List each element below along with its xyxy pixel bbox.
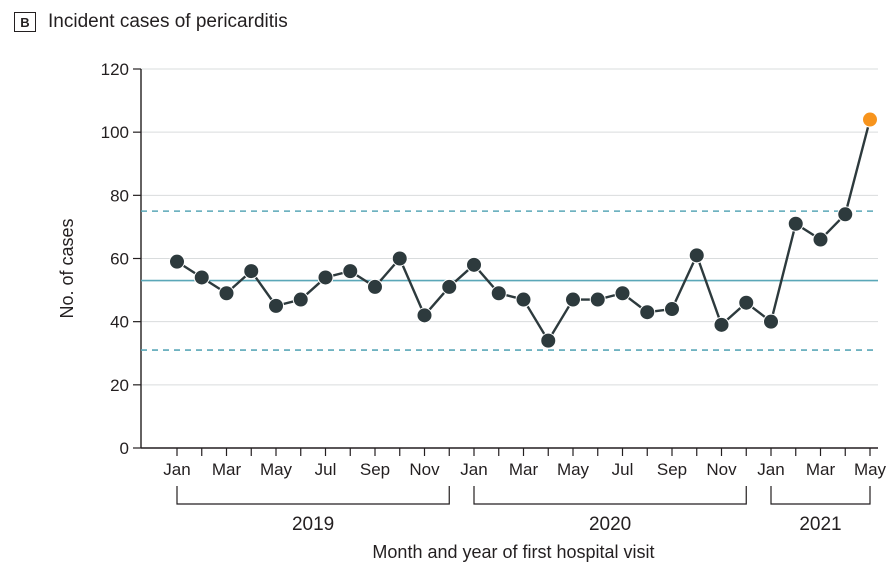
x-tick-label: Mar (212, 460, 242, 479)
x-axis-title: Month and year of first hospital visit (372, 542, 654, 562)
x-tick-label: Jan (460, 460, 487, 479)
year-label: 2020 (589, 514, 631, 535)
x-tick-label: Jul (612, 460, 634, 479)
x-tick-label: Sep (360, 460, 390, 479)
year-label: 2021 (799, 514, 841, 535)
x-tick-label: Mar (509, 460, 539, 479)
chart-title: Incident cases of pericarditis (48, 11, 288, 32)
y-tick-label: 80 (110, 186, 129, 205)
x-tick-label: Sep (657, 460, 687, 479)
data-point (268, 297, 284, 314)
year-label: 2019 (292, 514, 334, 535)
data-point (688, 247, 705, 264)
data-point (787, 215, 804, 232)
y-tick-label: 100 (101, 123, 129, 142)
panel-header: B Incident cases of pericarditis (14, 10, 288, 34)
data-point (466, 256, 482, 273)
y-tick-label: 0 (120, 439, 129, 458)
x-tick-label: May (557, 460, 590, 479)
x-tick-label: May (260, 460, 293, 479)
data-point (441, 278, 458, 295)
data-point (515, 291, 532, 308)
year-bracket (176, 486, 450, 505)
data-point (589, 291, 606, 308)
y-axis-title: No. of cases (57, 218, 77, 318)
y-tick-label: 60 (110, 250, 129, 269)
panel-badge: B (14, 12, 36, 32)
data-point (738, 294, 755, 311)
y-tick-label: 20 (110, 376, 129, 395)
data-point (763, 313, 779, 330)
x-tick-label: Nov (409, 460, 440, 479)
data-point (565, 291, 581, 308)
y-tick-label: 120 (101, 60, 129, 79)
data-point (292, 291, 309, 308)
x-tick-label: Jul (315, 460, 337, 479)
data-point (193, 269, 210, 286)
x-tick-label: Nov (706, 460, 737, 479)
data-point (367, 278, 383, 295)
data-point (391, 250, 408, 267)
data-point (490, 285, 507, 302)
data-point (540, 332, 557, 349)
highlighted-data-point (862, 111, 878, 128)
data-point (614, 285, 631, 302)
x-tick-label: May (854, 460, 887, 479)
year-bracket (473, 486, 747, 505)
data-point (317, 269, 334, 286)
data-point (664, 301, 680, 318)
data-point (812, 231, 829, 248)
y-tick-label: 40 (110, 313, 129, 332)
x-tick-label: Mar (806, 460, 836, 479)
data-point (416, 307, 433, 324)
data-point (639, 304, 656, 321)
data-point (342, 263, 359, 280)
year-bracket (770, 486, 871, 505)
data-point (169, 253, 185, 270)
x-tick-label: Jan (757, 460, 784, 479)
data-point (713, 316, 730, 333)
x-tick-label: Jan (163, 460, 190, 479)
data-point (218, 285, 235, 302)
data-point (837, 206, 854, 223)
data-point (243, 263, 260, 280)
